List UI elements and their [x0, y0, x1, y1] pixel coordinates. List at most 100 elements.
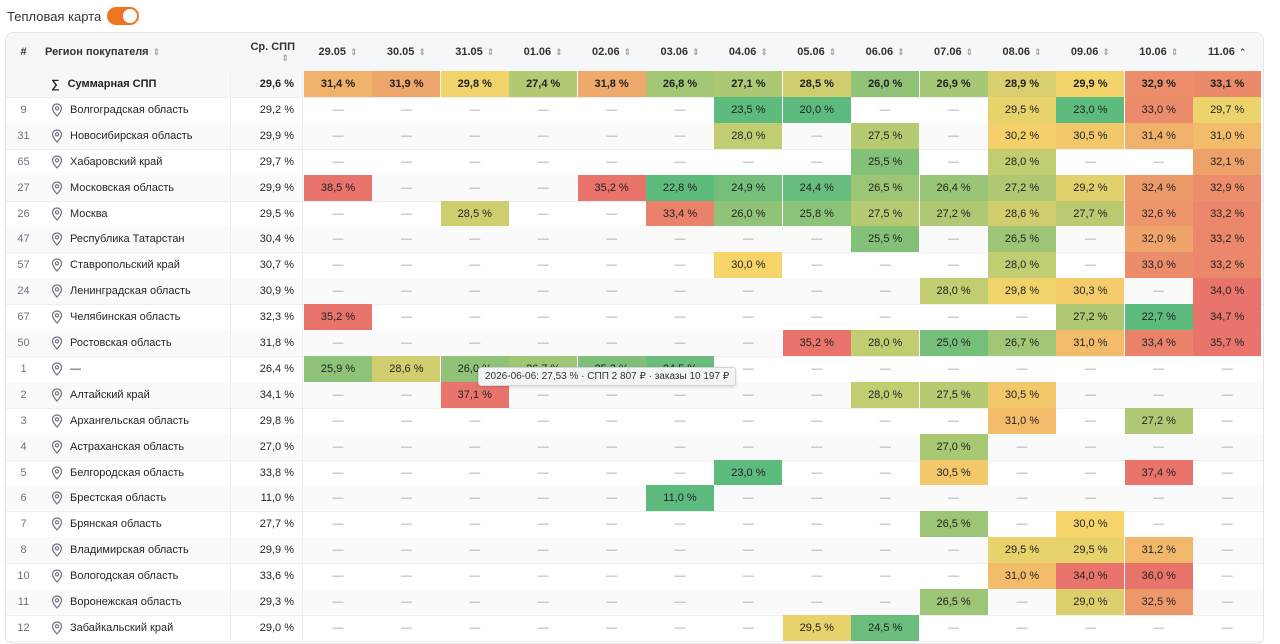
- heat-cell[interactable]: 33,2 %: [1193, 226, 1262, 253]
- heat-cell[interactable]: 27,4 %: [509, 71, 578, 97]
- heat-cell[interactable]: 27,2 %: [988, 174, 1056, 201]
- header-date[interactable]: 01.06 ⇕: [509, 33, 577, 71]
- heat-cell[interactable]: 23,0 %: [714, 459, 783, 486]
- heat-cell[interactable]: 25,8 %: [782, 200, 851, 227]
- heat-cell[interactable]: 30,0 %: [1056, 511, 1125, 538]
- heat-cell[interactable]: 29,2 %: [1056, 174, 1125, 201]
- heat-cell[interactable]: 25,9 %: [304, 355, 372, 382]
- sort-icon[interactable]: ⇕: [1170, 46, 1179, 57]
- heat-cell[interactable]: 11,0 %: [646, 485, 714, 512]
- sort-icon[interactable]: ⇕: [965, 46, 974, 57]
- heat-cell[interactable]: 29,9 %: [1056, 71, 1125, 97]
- heat-cell[interactable]: 27,5 %: [851, 122, 920, 149]
- heat-cell[interactable]: 33,1 %: [1193, 71, 1262, 97]
- heat-cell[interactable]: 32,1 %: [1193, 148, 1262, 175]
- heat-cell[interactable]: 33,0 %: [1124, 252, 1193, 279]
- heat-cell[interactable]: 27,2 %: [919, 200, 988, 227]
- heat-cell[interactable]: 27,2 %: [1124, 407, 1193, 434]
- header-avg[interactable]: Ср. СПП ⇕: [231, 33, 303, 71]
- heat-cell[interactable]: 31,8 %: [577, 71, 646, 97]
- heat-cell[interactable]: 26,7 %: [988, 330, 1056, 356]
- header-date[interactable]: 10.06 ⇕: [1125, 33, 1193, 71]
- heat-cell[interactable]: 35,2 %: [304, 304, 372, 331]
- heat-cell[interactable]: 26,9 %: [919, 71, 988, 97]
- heat-cell[interactable]: 30,0 %: [714, 252, 783, 279]
- sort-icon[interactable]: ⇕: [486, 46, 495, 57]
- heat-cell[interactable]: 26,5 %: [988, 226, 1056, 253]
- heat-cell[interactable]: 35,2 %: [782, 330, 851, 356]
- heat-cell[interactable]: 26,5 %: [919, 589, 988, 615]
- heat-cell[interactable]: 33,0 %: [1124, 96, 1193, 123]
- heat-cell[interactable]: 29,7 %: [1193, 96, 1262, 123]
- heat-cell[interactable]: 34,0 %: [1056, 563, 1125, 590]
- heat-cell[interactable]: 26,0 %: [714, 200, 783, 227]
- heat-cell[interactable]: 36,0 %: [1124, 563, 1193, 590]
- heatmap-toggle[interactable]: [107, 7, 139, 25]
- heat-cell[interactable]: 29,0 %: [1056, 589, 1125, 615]
- heat-cell[interactable]: 26,5 %: [919, 511, 988, 538]
- heat-cell[interactable]: 35,2 %: [577, 174, 646, 201]
- header-date[interactable]: 08.06 ⇕: [988, 33, 1056, 71]
- heat-cell[interactable]: 30,3 %: [1056, 278, 1125, 305]
- heat-cell[interactable]: 24,4 %: [782, 174, 851, 201]
- header-date[interactable]: 29.05 ⇕: [304, 33, 372, 71]
- heat-cell[interactable]: 25,0 %: [919, 330, 988, 356]
- heat-cell[interactable]: 24,5 %: [851, 614, 920, 641]
- sort-icon[interactable]: ⇕: [1033, 46, 1042, 57]
- heat-cell[interactable]: 23,5 %: [714, 96, 783, 123]
- header-date[interactable]: 07.06 ⇕: [920, 33, 988, 71]
- heat-cell[interactable]: 28,6 %: [372, 355, 441, 382]
- sort-asc-icon[interactable]: ⌃: [1238, 46, 1247, 57]
- heat-cell[interactable]: 30,2 %: [988, 122, 1056, 149]
- header-date[interactable]: 30.05 ⇕: [372, 33, 440, 71]
- heat-cell[interactable]: 31,0 %: [1056, 330, 1125, 356]
- heat-cell[interactable]: 26,0 %: [851, 71, 920, 97]
- heat-cell[interactable]: 34,0 %: [1193, 278, 1262, 305]
- heat-cell[interactable]: 31,0 %: [988, 407, 1056, 434]
- heat-cell[interactable]: 28,5 %: [782, 71, 851, 97]
- header-date[interactable]: 11.06 ⌃: [1193, 33, 1261, 71]
- heat-cell[interactable]: 34,7 %: [1193, 304, 1262, 331]
- heat-cell[interactable]: 33,2 %: [1193, 200, 1262, 227]
- heat-cell[interactable]: 25,5 %: [851, 148, 920, 175]
- heat-cell[interactable]: 32,6 %: [1124, 200, 1193, 227]
- heat-cell[interactable]: 29,5 %: [1056, 537, 1125, 564]
- heat-cell[interactable]: 27,5 %: [919, 381, 988, 408]
- heat-cell[interactable]: 31,0 %: [1193, 122, 1262, 149]
- heat-cell[interactable]: 28,5 %: [440, 200, 509, 227]
- header-date[interactable]: 04.06 ⇕: [714, 33, 782, 71]
- heat-cell[interactable]: 22,7 %: [1124, 304, 1193, 331]
- header-date[interactable]: 03.06 ⇕: [646, 33, 714, 71]
- heat-cell[interactable]: 28,0 %: [988, 252, 1056, 279]
- heat-cell[interactable]: 32,0 %: [1124, 226, 1193, 253]
- sort-icon[interactable]: ⇕: [1102, 46, 1110, 57]
- heat-cell[interactable]: 32,5 %: [1124, 589, 1193, 615]
- heat-cell[interactable]: 23,0 %: [1056, 96, 1125, 123]
- sort-icon[interactable]: ⇕: [691, 46, 700, 57]
- heat-cell[interactable]: 31,9 %: [372, 71, 441, 97]
- heat-cell[interactable]: 28,0 %: [714, 122, 783, 149]
- header-date[interactable]: 31.05 ⇕: [441, 33, 509, 71]
- heat-cell[interactable]: 32,9 %: [1193, 174, 1262, 201]
- heat-cell[interactable]: 32,4 %: [1124, 174, 1193, 201]
- heat-cell[interactable]: 28,0 %: [851, 330, 920, 356]
- heat-cell[interactable]: 29,5 %: [782, 614, 851, 641]
- heat-cell[interactable]: 28,6 %: [988, 200, 1056, 227]
- heat-cell[interactable]: 27,2 %: [1056, 304, 1125, 331]
- header-date[interactable]: 05.06 ⇕: [783, 33, 851, 71]
- header-date[interactable]: 06.06 ⇕: [851, 33, 919, 71]
- heat-cell[interactable]: 27,5 %: [851, 200, 920, 227]
- heat-cell[interactable]: 28,0 %: [851, 381, 920, 408]
- heat-cell[interactable]: 31,4 %: [304, 71, 372, 97]
- heat-cell[interactable]: 27,1 %: [714, 71, 783, 97]
- heat-cell[interactable]: 29,8 %: [988, 278, 1056, 305]
- heat-cell[interactable]: 37,1 %: [440, 381, 509, 408]
- heat-cell[interactable]: 33,4 %: [646, 200, 714, 227]
- heat-cell[interactable]: 30,5 %: [1056, 122, 1125, 149]
- sort-icon[interactable]: ⇕: [555, 46, 563, 57]
- heat-cell[interactable]: 26,5 %: [851, 174, 920, 201]
- heat-cell[interactable]: 27,7 %: [1056, 200, 1125, 227]
- sort-icon[interactable]: ⇕: [281, 52, 289, 63]
- heat-cell[interactable]: 33,4 %: [1124, 330, 1193, 356]
- heat-cell[interactable]: 29,5 %: [988, 537, 1056, 564]
